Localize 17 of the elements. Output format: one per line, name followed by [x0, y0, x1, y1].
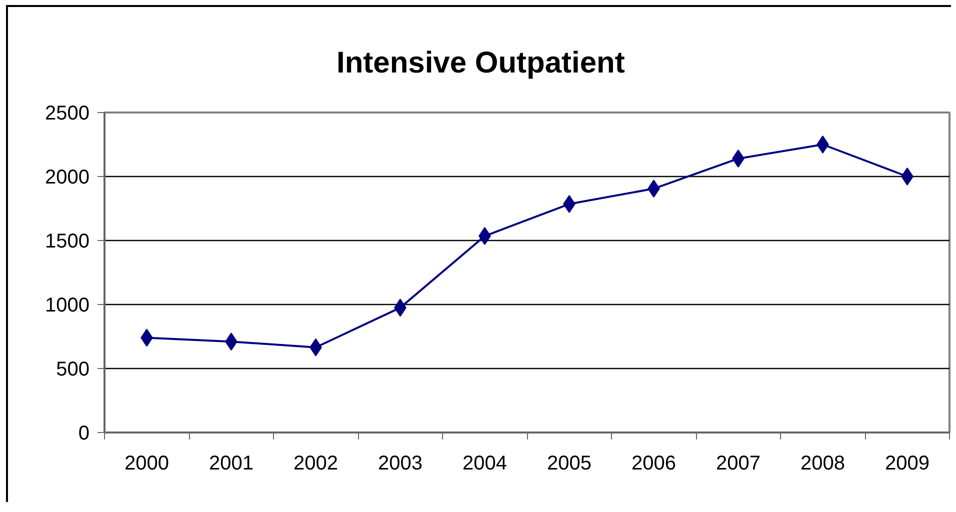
x-tick-label: 2009	[885, 452, 930, 474]
x-tick-label: 2000	[124, 452, 170, 474]
y-tick-label: 0	[78, 422, 90, 444]
x-tick-label: 2002	[294, 452, 338, 474]
y-tick-label: 1500	[45, 230, 90, 252]
y-tick-label: 2500	[45, 102, 90, 124]
x-tick-label: 2008	[800, 452, 846, 474]
y-tick-label: 2000	[45, 166, 90, 188]
chart-title: Intensive Outpatient	[336, 46, 625, 80]
y-tick-label: 1000	[45, 294, 90, 316]
x-tick-label: 2003	[378, 452, 423, 474]
x-tick-label: 2006	[632, 452, 676, 474]
x-tick-label: 2001	[209, 452, 254, 474]
x-tick-label: 2005	[547, 452, 592, 474]
y-tick-label: 500	[56, 358, 90, 380]
x-tick-label: 2004	[462, 452, 508, 474]
x-tick-label: 2007	[716, 452, 761, 474]
